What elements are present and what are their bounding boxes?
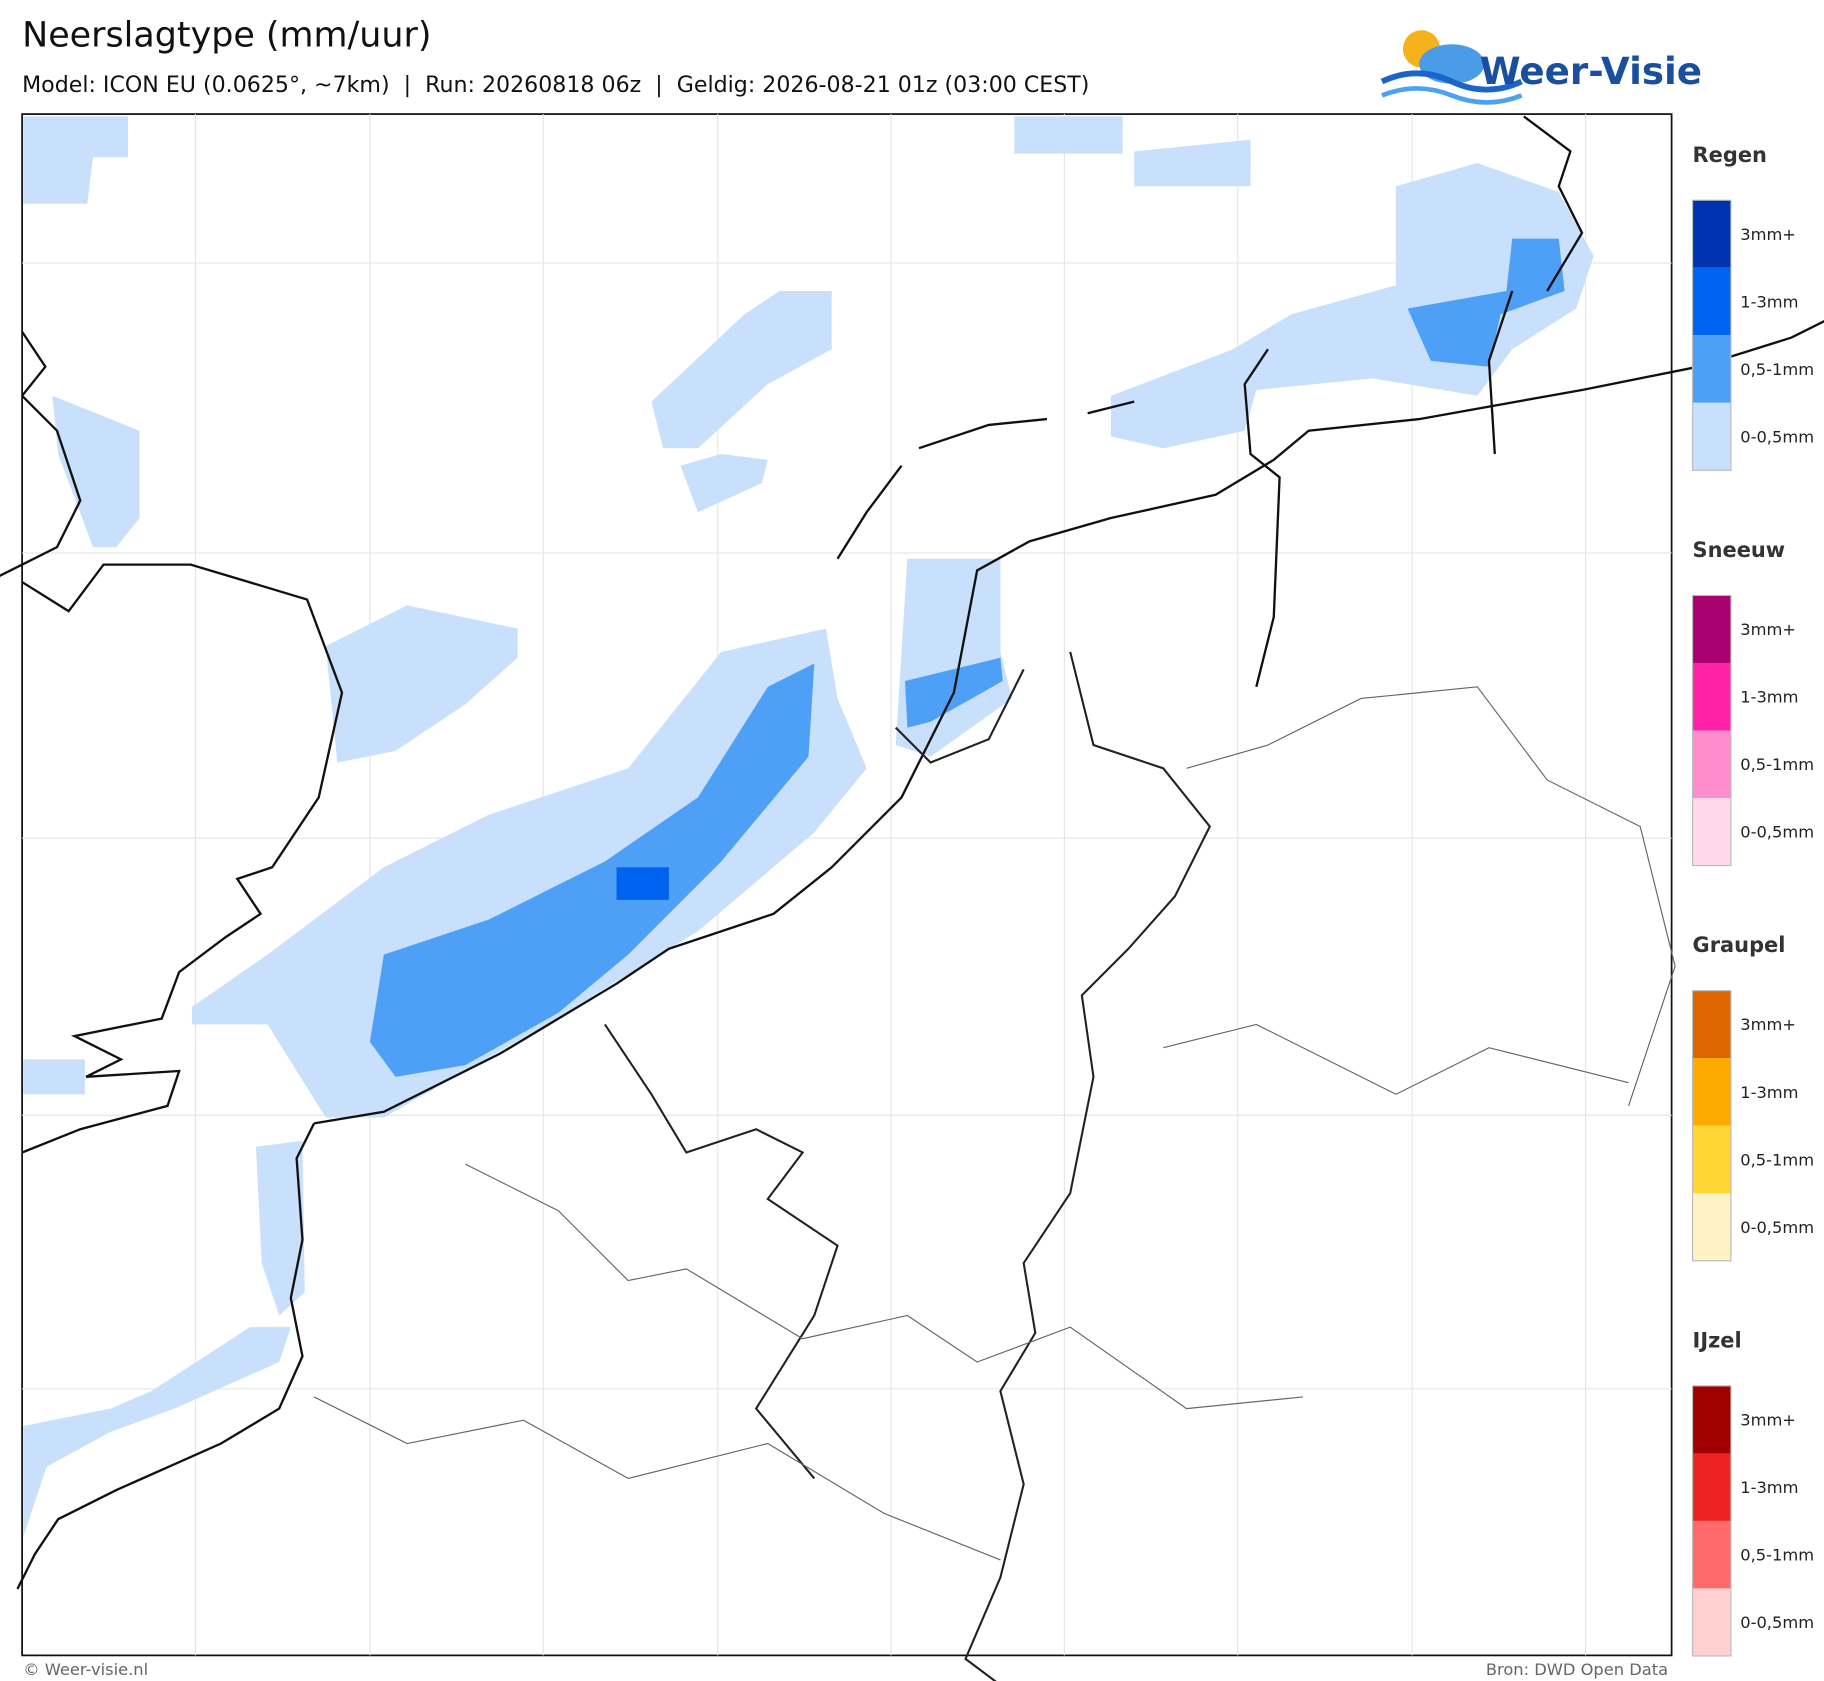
legend-swatch	[1692, 1058, 1731, 1126]
legend-swatch	[1692, 1125, 1731, 1194]
legend-swatch	[1692, 1453, 1731, 1521]
legend-label: 3mm+	[1740, 1015, 1796, 1034]
legend-label: 1-3mm	[1740, 292, 1798, 311]
legend-swatch	[1692, 200, 1731, 268]
legend-frame	[1691, 199, 1732, 471]
legend-swatch	[1692, 1588, 1731, 1656]
legend-swatch	[1692, 335, 1731, 403]
legend-label: 1-3mm	[1740, 688, 1798, 707]
footer-right: Bron: DWD Open Data	[1486, 1660, 1668, 1679]
legend-swatch	[1692, 798, 1731, 866]
legend-swatch	[1692, 267, 1731, 336]
legend-title: Regen	[1693, 143, 1767, 167]
legend-label: 0-0,5mm	[1740, 823, 1814, 842]
legend-swatch	[1692, 595, 1731, 663]
legend-swatch	[1692, 1520, 1731, 1589]
legend-label: 0,5-1mm	[1740, 1546, 1814, 1565]
legend-frame	[1691, 990, 1732, 1262]
legend-label: 0-0,5mm	[1740, 427, 1814, 446]
logo: Weer-Visie	[1380, 30, 1702, 105]
legend-label: 0-0,5mm	[1740, 1218, 1814, 1237]
legend-label: 0-0,5mm	[1740, 1613, 1814, 1632]
legend-label: 3mm+	[1740, 225, 1796, 244]
footer-left: © Weer-visie.nl	[23, 1660, 148, 1679]
legend-swatch	[1692, 730, 1731, 799]
legend-title: IJzel	[1693, 1328, 1742, 1352]
legend-swatch	[1692, 1385, 1731, 1454]
legend-label: 1-3mm	[1740, 1478, 1798, 1497]
legend-title: Graupel	[1693, 933, 1786, 957]
legend-title: Sneeuw	[1693, 538, 1786, 562]
legend-label: 0,5-1mm	[1740, 1150, 1814, 1169]
legend: Regen 3mm+ 1-3mm 0,5-1mm 0-0,5mm Sneeuw 3mm+ 1-…	[1691, 143, 1814, 1657]
legend-swatch	[1692, 1193, 1731, 1261]
legend-frame	[1691, 594, 1732, 867]
legend-label: 3mm+	[1740, 620, 1796, 639]
logo-text: Weer-Visie	[1480, 49, 1702, 93]
title: Neerslagtype (mm/uur)	[22, 16, 431, 56]
legend-frame	[1691, 1385, 1732, 1657]
legend-label: 0,5-1mm	[1740, 755, 1814, 774]
legend-label: 3mm+	[1740, 1410, 1796, 1429]
legend-swatch	[1692, 402, 1731, 471]
legend-swatch	[1692, 662, 1731, 731]
legend-swatch	[1692, 990, 1731, 1059]
subtitle: Model: ICON EU (0.0625°, ~7km) | Run: 20…	[22, 72, 1089, 98]
legend-label: 0,5-1mm	[1740, 360, 1814, 379]
map	[0, 113, 1824, 1681]
legend-label: 1-3mm	[1740, 1083, 1798, 1102]
